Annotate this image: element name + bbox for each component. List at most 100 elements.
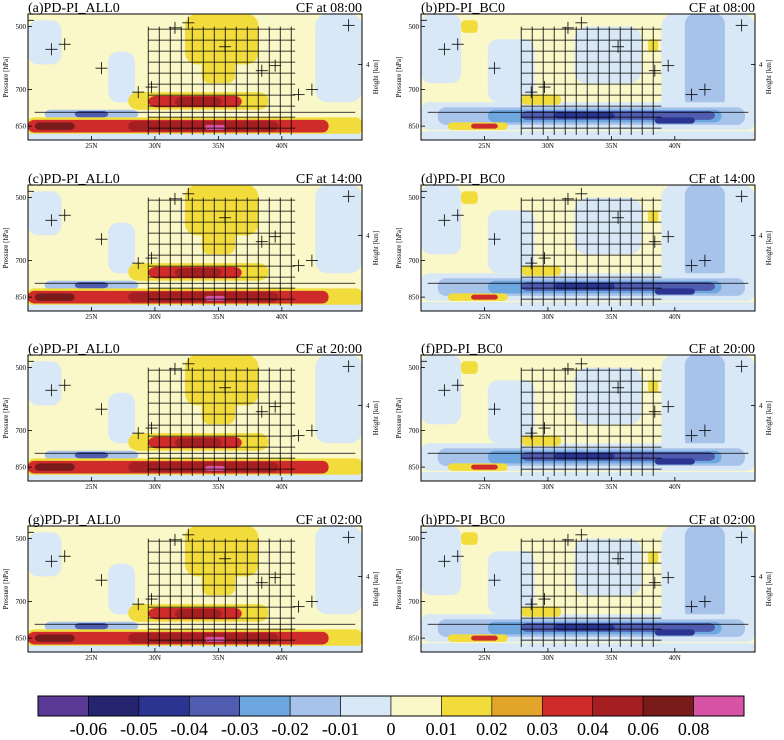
- colorbar-label: -0.04: [171, 719, 209, 739]
- colorbar-label: -0.06: [70, 719, 108, 739]
- contour-fill: [461, 532, 478, 545]
- plot-area-e: [28, 355, 362, 481]
- plot-area-b: [421, 14, 755, 140]
- contour-fill: [421, 526, 462, 596]
- panel-b: Pressure [hPa] 500 700 850 Height [km]4 25N 30…: [395, 1, 773, 150]
- contour-fill: [521, 94, 562, 105]
- contour-fill: [201, 229, 236, 255]
- lat-tick-label: 25N: [478, 313, 490, 321]
- contour-fill: [315, 14, 362, 103]
- contour-fill: [201, 58, 236, 84]
- lat-tick-label: 35N: [605, 313, 617, 321]
- contour-fill: [174, 438, 222, 447]
- pressure-tick-label: 700: [409, 598, 420, 606]
- contour-fill: [684, 355, 725, 450]
- plot-frame: [27, 13, 363, 141]
- contour-fill: [461, 20, 478, 33]
- contour-fill: [201, 399, 236, 425]
- height-tick-label: 4: [759, 573, 763, 581]
- contour-fill: [205, 636, 226, 642]
- panel-subtitle: CF at 14:00: [296, 172, 362, 187]
- lat-tick-label: 35N: [605, 142, 617, 150]
- y-axis-label-height: Height [km]: [765, 231, 773, 265]
- plot-area-d: [421, 185, 755, 311]
- colorbar-segment: [188, 695, 241, 717]
- contour-fill: [174, 97, 222, 106]
- pressure-tick-label: 850: [16, 294, 27, 302]
- pressure-tick-label: 500: [16, 535, 27, 543]
- lat-tick-label: 30N: [542, 654, 554, 662]
- pressure-tick-label: 850: [409, 123, 420, 131]
- panel-subtitle: CF at 08:00: [689, 1, 755, 16]
- y-axis-label-height: Height [km]: [372, 231, 380, 265]
- panel-c: Pressure [hPa] 500 700 850 Height [km]4 25N 30…: [2, 172, 380, 321]
- contour-fill: [315, 355, 362, 444]
- significance-hatching: [28, 185, 356, 306]
- contour-fill: [28, 304, 362, 311]
- lat-tick-label: 30N: [542, 142, 554, 150]
- pressure-tick-label: 500: [409, 23, 420, 31]
- pressure-tick-label: 700: [16, 257, 27, 265]
- colorbar-segment: [390, 695, 442, 717]
- height-tick-label: 4: [366, 573, 370, 581]
- colorbar-frame: [37, 695, 745, 717]
- pressure-tick-label: 850: [409, 464, 420, 472]
- plot-area-f: [421, 355, 755, 481]
- colorbar-segment: [491, 695, 543, 717]
- panel-subtitle: CF at 02:00: [689, 513, 755, 528]
- y-axis-label-pressure: Pressure [hPa]: [2, 398, 10, 439]
- colorbar-label: -0.05: [120, 719, 158, 739]
- contour-fill: [315, 526, 362, 615]
- y-axis-label-pressure: Pressure [hPa]: [2, 228, 10, 269]
- plot-area-c: [28, 185, 362, 311]
- panel-a: Pressure [hPa] 500 700 850 Height [km]4 25N 30…: [2, 1, 380, 150]
- lat-tick-label: 40N: [276, 654, 288, 662]
- contour-fill: [174, 268, 222, 277]
- colorbar-label: 0.04: [577, 719, 609, 739]
- colorbar-segment: [88, 695, 140, 717]
- lat-tick-label: 25N: [85, 654, 97, 662]
- contour-fill: [554, 624, 615, 631]
- colorbar-segment: [441, 695, 493, 717]
- panel-title: (a)PD-PI_ALL0: [28, 1, 120, 16]
- colorbar-label: 0.01: [426, 719, 458, 739]
- lat-tick-label: 35N: [605, 654, 617, 662]
- contour-fill: [574, 197, 642, 255]
- lat-tick-label: 30N: [149, 483, 161, 491]
- contour-fill: [28, 133, 362, 140]
- lat-tick-label: 30N: [149, 142, 161, 150]
- colorbar-segment: [37, 695, 89, 717]
- panel-subtitle: CF at 20:00: [296, 342, 362, 357]
- contour-fill: [487, 380, 535, 444]
- height-tick-label: 4: [366, 232, 370, 240]
- contour-fill: [108, 392, 135, 444]
- contour-fill: [28, 474, 362, 481]
- contour-fill: [108, 222, 135, 274]
- lat-tick-label: 25N: [85, 142, 97, 150]
- colorbar: -0.06 -0.05 -0.04 -0.03 -0.02 -0.01 0 0.01 0.02 0…: [37, 695, 745, 739]
- significance-hatching: [28, 14, 356, 135]
- pressure-tick-label: 700: [16, 86, 27, 94]
- contour-fill: [34, 293, 75, 301]
- significance-hatching: [421, 526, 749, 647]
- y-axis-label-height: Height [km]: [765, 401, 773, 435]
- pressure-tick-label: 700: [409, 257, 420, 265]
- lat-tick-label: 25N: [85, 313, 97, 321]
- contour-fill: [34, 122, 75, 130]
- panel-subtitle: CF at 02:00: [296, 513, 362, 528]
- contour-fill: [421, 472, 755, 481]
- panel-h: Pressure [hPa] 500 700 850 Height [km]4 25N 30…: [395, 513, 773, 662]
- panel-title: (d)PD-PI_BC0: [421, 172, 505, 187]
- lat-tick-label: 35N: [605, 483, 617, 491]
- pressure-tick-label: 500: [16, 364, 27, 372]
- colorbar-segment: [138, 695, 190, 717]
- lat-tick-label: 40N: [669, 483, 681, 491]
- panel-e: Pressure [hPa] 500 700 850 Height [km]4 25N 30…: [2, 342, 380, 491]
- panel-g: Pressure [hPa] 500 700 850 Height [km]4 25N 30…: [2, 513, 380, 662]
- panel-subtitle: CF at 14:00: [689, 172, 755, 187]
- colorbar-segment: [693, 695, 745, 717]
- pressure-tick-label: 500: [409, 535, 420, 543]
- plot-frame: [27, 525, 363, 653]
- lat-tick-label: 25N: [478, 654, 490, 662]
- contour-fill: [654, 288, 695, 295]
